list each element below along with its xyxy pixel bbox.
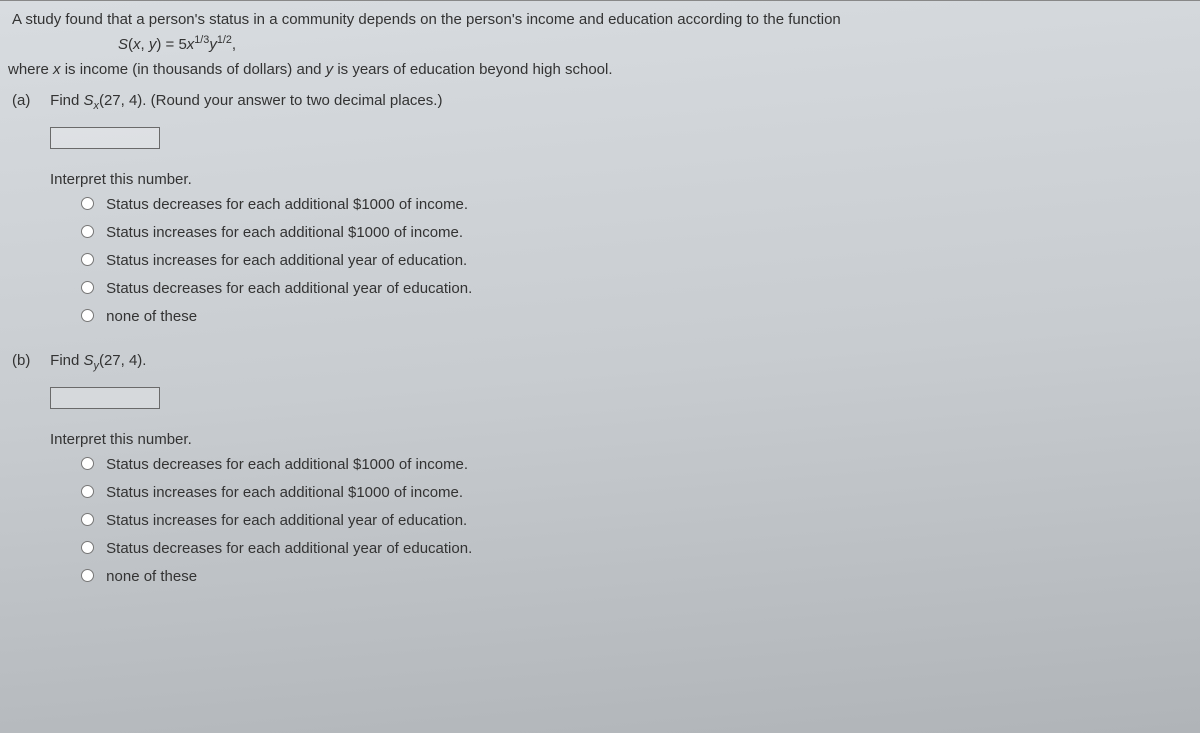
options-b: Status decreases for each additional $10… <box>76 452 1188 590</box>
comma: , <box>141 36 149 53</box>
exp2: 1/2 <box>217 34 232 46</box>
option-a-3: Status decreases for each additional yea… <box>76 276 1188 302</box>
option-b-1: Status increases for each additional $10… <box>76 480 1188 506</box>
option-b-4: none of these <box>76 564 1188 590</box>
option-a-2-label: Status increases for each additional yea… <box>106 252 467 269</box>
option-a-4-label: none of these <box>106 308 197 325</box>
radio-a-2[interactable] <box>81 253 94 266</box>
radio-b-4[interactable] <box>81 569 94 582</box>
where-p1: where <box>8 61 53 78</box>
radio-a-1[interactable] <box>81 225 94 238</box>
option-b-4-label: none of these <box>106 568 197 585</box>
option-b-1-label: Status increases for each additional $10… <box>106 484 463 501</box>
option-a-0: Status decreases for each additional $10… <box>76 192 1188 218</box>
question-container: A study found that a person's status in … <box>0 0 1200 606</box>
option-a-1: Status increases for each additional $10… <box>76 220 1188 246</box>
where-text: where x is income (in thousands of dolla… <box>8 61 1188 78</box>
option-b-2-label: Status increases for each additional yea… <box>106 512 467 529</box>
part-b: (b) Find Sy(27, 4). <box>12 352 1188 369</box>
option-a-0-label: Status decreases for each additional $10… <box>106 196 468 213</box>
radio-b-1[interactable] <box>81 485 94 498</box>
option-a-2: Status increases for each additional yea… <box>76 248 1188 274</box>
part-b-label: (b) <box>12 352 46 369</box>
option-a-4: none of these <box>76 304 1188 330</box>
part-b-q2: (27, 4). <box>99 352 147 369</box>
option-b-0-label: Status decreases for each additional $10… <box>106 456 468 473</box>
coef: 5 <box>178 36 186 53</box>
radio-b-3[interactable] <box>81 541 94 554</box>
intro-text: A study found that a person's status in … <box>12 11 1188 28</box>
rparen-eq: ) = <box>156 36 178 53</box>
option-a-3-label: Status decreases for each additional yea… <box>106 280 472 297</box>
option-b-0: Status decreases for each additional $10… <box>76 452 1188 478</box>
exp1: 1/3 <box>194 34 209 46</box>
interpret-a: Interpret this number. <box>50 171 1188 188</box>
part-a-func: S <box>84 92 94 109</box>
radio-a-0[interactable] <box>81 197 94 210</box>
option-b-3: Status decreases for each additional yea… <box>76 536 1188 562</box>
answer-input-a[interactable] <box>50 127 160 149</box>
option-a-1-label: Status increases for each additional $10… <box>106 224 463 241</box>
part-a: (a) Find Sx(27, 4). (Round your answer t… <box>12 92 1188 109</box>
base-y: y <box>209 36 217 53</box>
trailing-comma: , <box>232 36 236 53</box>
where-p2: is income (in thousands of dollars) and <box>61 61 326 78</box>
interpret-b: Interpret this number. <box>50 431 1188 448</box>
formula: S(x, y) = 5x1/3y1/2, <box>118 36 1188 53</box>
where-p3: is years of education beyond high school… <box>333 61 612 78</box>
radio-a-3[interactable] <box>81 281 94 294</box>
part-a-label: (a) <box>12 92 46 109</box>
where-x: x <box>53 61 61 78</box>
option-b-3-label: Status decreases for each additional yea… <box>106 540 472 557</box>
func-name: S <box>118 36 128 53</box>
option-b-2: Status increases for each additional yea… <box>76 508 1188 534</box>
answer-input-b[interactable] <box>50 387 160 409</box>
part-b-func: S <box>84 352 94 369</box>
radio-b-0[interactable] <box>81 457 94 470</box>
options-a: Status decreases for each additional $10… <box>76 192 1188 330</box>
part-a-q2: (27, 4). (Round your answer to two decim… <box>99 92 442 109</box>
radio-a-4[interactable] <box>81 309 94 322</box>
part-a-q1: Find <box>50 92 83 109</box>
part-b-q1: Find <box>50 352 83 369</box>
var-x: x <box>133 36 141 53</box>
radio-b-2[interactable] <box>81 513 94 526</box>
